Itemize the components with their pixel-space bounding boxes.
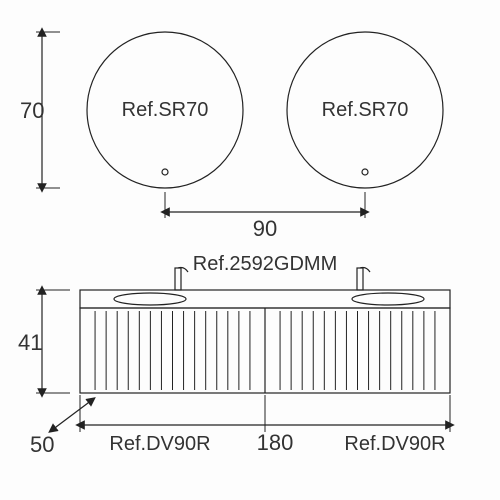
countertop-ref: Ref.2592GDMM [193, 253, 338, 275]
dim-depth: 50 [30, 400, 92, 457]
dim-cabinet-height-label: 41 [18, 330, 42, 355]
dim-mirror-spacing-label: 90 [253, 216, 277, 241]
dim-mirror-height-label: 70 [20, 98, 44, 123]
dim-depth-label: 50 [30, 432, 54, 457]
countertop [80, 290, 450, 308]
cabinet-ref-right: Ref.DV90R [344, 433, 445, 455]
mirror-left: Ref.SR70 [87, 32, 243, 188]
dim-width-label: 180 [257, 430, 294, 455]
mirror-right-ref: Ref.SR70 [322, 99, 409, 121]
dim-cabinet-height: 41 [18, 290, 70, 393]
dim-mirror-height: 70 [20, 32, 60, 188]
mirror-left-ref: Ref.SR70 [122, 99, 209, 121]
cabinet-ref-left: Ref.DV90R [109, 433, 210, 455]
faucet-right [357, 268, 370, 291]
mirror-right: Ref.SR70 [287, 32, 443, 188]
faucet-left [175, 268, 188, 291]
cabinet [80, 308, 450, 393]
dim-mirror-spacing: 90 [165, 192, 365, 241]
